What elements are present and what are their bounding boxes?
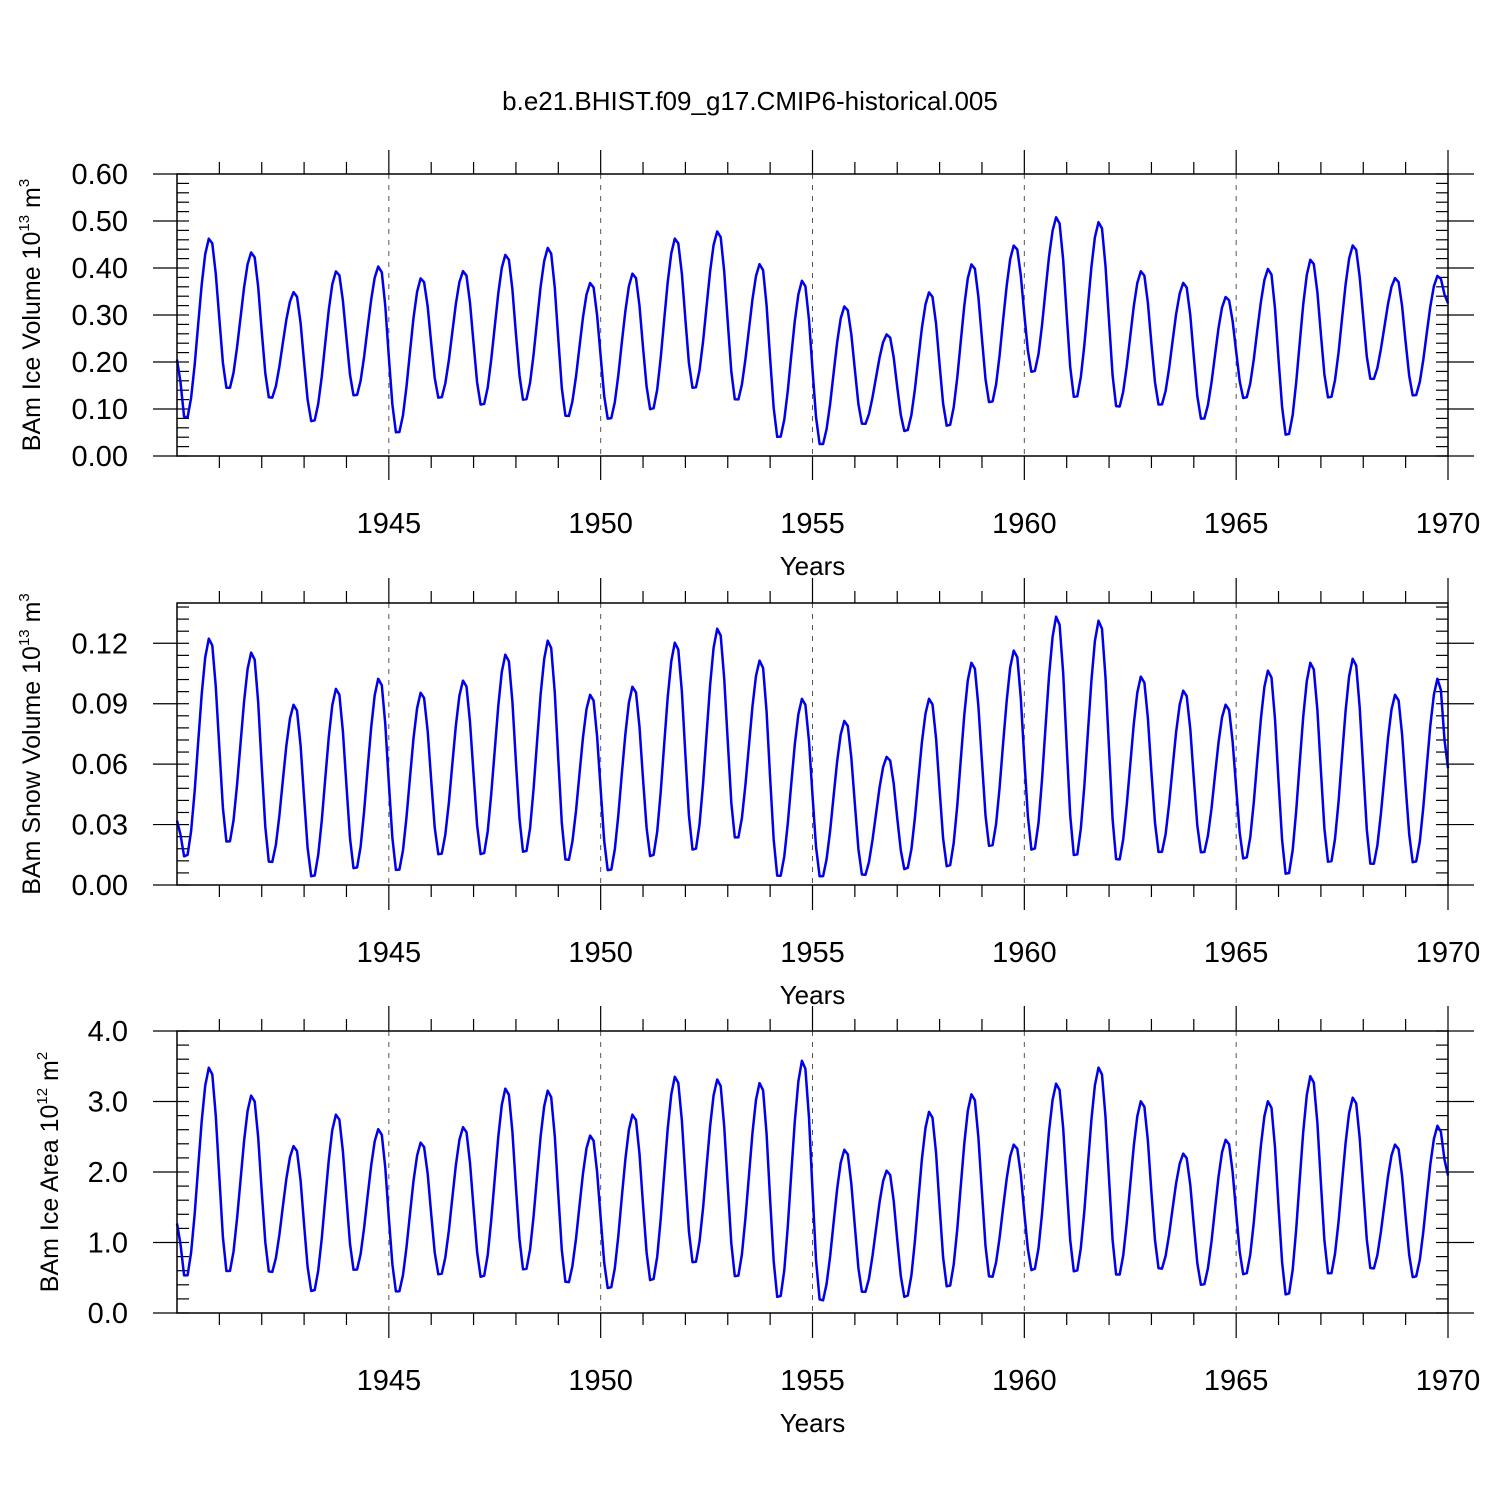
ice-volume-plot-frame: [176, 173, 1449, 457]
ice-area-x-tick-label: 1960: [992, 1365, 1057, 1397]
ice-area-x-tick-label: 1950: [568, 1365, 633, 1397]
snow-volume-x-tick-label: 1970: [1416, 937, 1481, 969]
ice-volume-y-tick-label: 0.50: [72, 206, 128, 238]
ice-volume-x-tick-label: 1945: [357, 508, 422, 540]
ice-volume-x-tick-label: 1970: [1416, 508, 1481, 540]
ice-area-series-line: [175, 1059, 1450, 1302]
ice-volume-series-line: [175, 216, 1450, 446]
snow-volume-y-tick-label: 0.06: [72, 749, 128, 781]
snow-volume-x-tick-label: 1960: [992, 937, 1057, 969]
snow-volume-plot-frame: [176, 602, 1449, 886]
ice-volume-y-tick-label: 0.10: [72, 394, 128, 426]
snow-volume-y-tick-labels: 0.00 0.03 0.06 0.09 0.12: [72, 628, 128, 902]
snow-volume-x-tick-label: 1955: [780, 937, 845, 969]
ice-area-panel: 0.0 1.0 2.0 3.0 4.0 1945 1950 1955 1960 1965 1970…: [34, 1006, 1480, 1438]
snow-volume-y-tick-label: 0.09: [72, 689, 128, 721]
snow-volume-y-axis-label: BAm Snow Volume 1013 m3: [16, 593, 46, 895]
snow-volume-x-tick-label: 1950: [568, 937, 633, 969]
ice-area-y-tick-label: 1.0: [88, 1228, 128, 1260]
snow-volume-panel: 0.00 0.03 0.06 0.09 0.12 1945 1950 1955 1960 196…: [16, 578, 1480, 1010]
snow-volume-x-tick-label: 1945: [357, 937, 422, 969]
ice-area-x-tick-label: 1965: [1204, 1365, 1269, 1397]
figure-title: b.e21.BHIST.f09_g17.CMIP6-historical.005: [502, 86, 998, 116]
ice-area-x-tick-labels: 1945 1950 1955 1960 1965 1970: [357, 1365, 1481, 1397]
ice-volume-y-tick-label: 0.20: [72, 347, 128, 379]
ice-volume-panel: 0.00 0.10 0.20 0.30 0.40 0.50 0.60 1945 1950 195…: [16, 150, 1480, 581]
ice-area-x-tick-label: 1945: [357, 1365, 422, 1397]
ice-area-x-tick-label: 1970: [1416, 1365, 1481, 1397]
snow-volume-x-tick-label: 1965: [1204, 937, 1269, 969]
ice-area-y-tick-label: 3.0: [88, 1087, 128, 1119]
ice-area-y-axis-label: BAm Ice Area 1012 m2: [34, 1052, 64, 1292]
ice-volume-x-tick-label: 1960: [992, 508, 1057, 540]
ice-volume-x-tick-labels: 1945 1950 1955 1960 1965 1970: [357, 508, 1481, 540]
ice-area-y-tick-label: 2.0: [88, 1157, 128, 1189]
ice-volume-x-axis-label: Years: [780, 551, 846, 581]
ice-volume-y-tick-label: 0.60: [72, 159, 128, 191]
ice-area-y-tick-labels: 0.0 1.0 2.0 3.0 4.0: [88, 1016, 128, 1330]
ice-volume-y-axis-label: BAm Ice Volume 1013 m3: [16, 179, 46, 451]
ice-volume-y-tick-label: 0.00: [72, 441, 128, 473]
ice-volume-y-tick-label: 0.30: [72, 300, 128, 332]
ice-volume-x-tick-label: 1955: [780, 508, 845, 540]
snow-volume-y-tick-label: 0.12: [72, 628, 128, 660]
snow-volume-series-line: [175, 615, 1450, 878]
ice-volume-x-tick-label: 1965: [1204, 508, 1269, 540]
snow-volume-y-tick-label: 0.00: [72, 870, 128, 902]
ice-area-x-axis-label: Years: [780, 1408, 846, 1438]
ice-volume-y-tick-labels: 0.00 0.10 0.20 0.30 0.40 0.50 0.60: [72, 159, 128, 473]
ice-area-y-tick-label: 0.0: [88, 1298, 128, 1330]
snow-volume-x-tick-labels: 1945 1950 1955 1960 1965 1970: [357, 937, 1481, 969]
ice-area-x-tick-label: 1955: [780, 1365, 845, 1397]
ice-area-plot-frame: [176, 1030, 1449, 1314]
snow-volume-x-axis-label: Years: [780, 980, 846, 1010]
ice-volume-y-tick-label: 0.40: [72, 253, 128, 285]
snow-volume-y-tick-label: 0.03: [72, 810, 128, 842]
ice-area-y-tick-label: 4.0: [88, 1016, 128, 1048]
ice-volume-x-tick-label: 1950: [568, 508, 633, 540]
